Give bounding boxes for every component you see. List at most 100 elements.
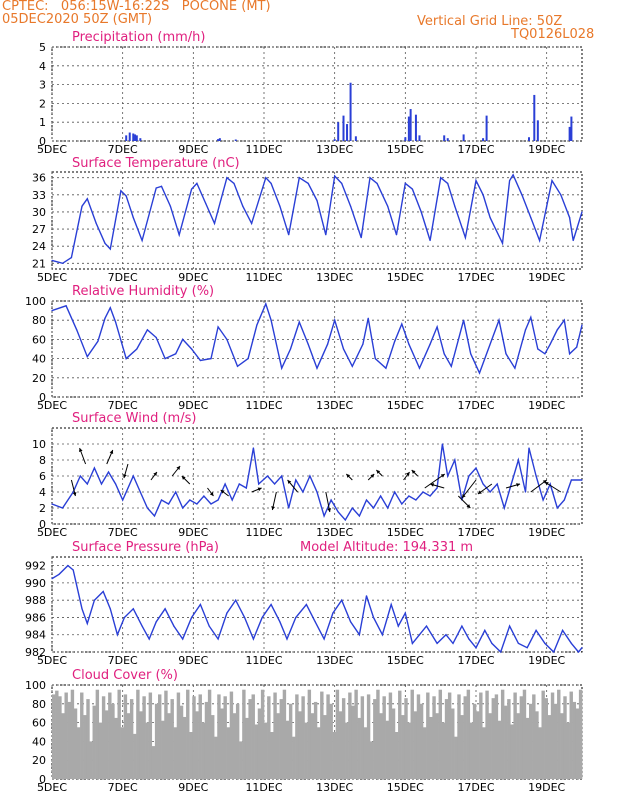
bar — [426, 692, 430, 779]
y-tick-label: 2 — [39, 502, 46, 515]
bar — [485, 115, 488, 141]
bar — [52, 694, 56, 779]
data-point — [544, 353, 546, 355]
x-tick-label: 5DEC — [37, 654, 67, 667]
x-tick-label: 15DEC — [387, 526, 424, 539]
data-point — [341, 599, 343, 601]
data-point — [489, 217, 491, 219]
y-tick-label: 36 — [32, 172, 46, 185]
data-point — [521, 194, 523, 196]
data-point — [546, 205, 548, 207]
data-point — [337, 511, 339, 513]
wind-vector-head — [346, 474, 351, 478]
data-point — [478, 372, 481, 374]
data-point — [570, 642, 573, 644]
data-point — [560, 194, 562, 196]
bar — [416, 694, 421, 779]
data-point — [524, 329, 527, 331]
bar — [192, 696, 196, 779]
wind-vector-head — [462, 494, 466, 498]
chart-title: Surface Temperature (nC) — [72, 156, 240, 171]
data-point — [205, 202, 207, 204]
data-point — [544, 642, 546, 644]
data-point — [447, 475, 449, 477]
bar — [61, 713, 65, 779]
x-tick-label: 13DEC — [316, 143, 353, 156]
bar — [550, 692, 555, 779]
bar — [67, 701, 72, 779]
data-point — [281, 475, 283, 477]
bar — [563, 696, 567, 779]
data-point — [563, 319, 565, 321]
data-point — [97, 340, 99, 342]
chart-title: Surface Pressure (hPa) — [72, 540, 219, 555]
wind-vector-head — [542, 480, 547, 484]
bar — [488, 713, 492, 779]
data-point — [314, 621, 316, 623]
data-point — [415, 499, 417, 501]
data-point — [408, 495, 410, 497]
data-point — [581, 324, 583, 326]
x-tick-label: 9DEC — [178, 143, 208, 156]
bar — [570, 116, 573, 141]
bar — [418, 135, 421, 141]
data-point — [429, 495, 431, 497]
bar — [129, 699, 134, 779]
data-point — [482, 194, 484, 196]
y-tick-label: 27 — [32, 223, 46, 236]
chart-title: Surface Wind (m/s) — [72, 411, 196, 426]
bar — [239, 741, 243, 779]
data-point — [440, 177, 442, 179]
bar — [167, 713, 171, 779]
bar — [264, 722, 268, 779]
bar — [98, 722, 103, 779]
bar — [76, 727, 81, 779]
bar — [320, 691, 324, 779]
bar — [578, 689, 583, 779]
bar — [382, 696, 386, 779]
plot-frame — [51, 46, 583, 142]
data-point — [369, 177, 371, 179]
x-tick-label: 19DEC — [528, 143, 565, 156]
data-point — [100, 483, 103, 485]
y-tick-label: 33 — [32, 189, 46, 202]
x-tick-label: 5DEC — [37, 399, 67, 412]
x-tick-label: 5DEC — [37, 781, 67, 794]
data-point — [307, 182, 309, 185]
data-point — [213, 222, 216, 224]
bar — [128, 132, 131, 141]
data-point — [190, 348, 193, 350]
data-point — [581, 647, 583, 649]
data-point — [380, 495, 382, 497]
bar — [267, 696, 271, 779]
data-point — [67, 565, 69, 567]
data-point — [411, 188, 413, 190]
data-point — [123, 616, 126, 619]
bar — [485, 690, 489, 779]
bar — [519, 696, 524, 779]
data-point — [450, 365, 452, 367]
y-tick-label: 6 — [39, 470, 46, 483]
data-point — [489, 491, 491, 493]
x-tick-label: 11DEC — [245, 271, 282, 284]
bar — [304, 722, 308, 779]
data-point — [160, 499, 163, 501]
data-point — [252, 638, 254, 640]
bar — [86, 699, 90, 779]
data-point — [551, 179, 553, 182]
bar — [409, 109, 412, 141]
bar — [270, 732, 274, 779]
bar — [217, 139, 220, 141]
data-point — [104, 242, 106, 244]
x-tick-label: 7DEC — [108, 654, 138, 667]
bar — [423, 727, 427, 779]
bar — [145, 722, 149, 779]
data-point — [549, 483, 551, 485]
data-point — [155, 187, 157, 189]
chart-annotation: Model Altitude: 194.331 m — [300, 540, 473, 555]
wind-vector-head — [176, 466, 181, 470]
bar — [497, 720, 502, 779]
y-tick-label: 40 — [32, 353, 46, 366]
x-tick-label: 13DEC — [316, 654, 353, 667]
data-point — [288, 234, 290, 236]
